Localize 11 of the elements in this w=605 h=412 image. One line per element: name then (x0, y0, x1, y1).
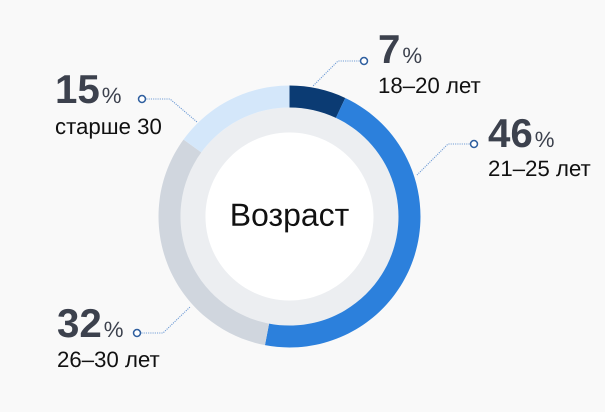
data-label: 46% (488, 118, 554, 148)
donut-slice (184, 86, 290, 152)
text: Возраст (232, 204, 349, 232)
slice-label: 21–25 лет (489, 160, 590, 176)
slice-label: старше 30 (56, 118, 161, 139)
data-label: 7% (380, 35, 422, 64)
slice-label: 18–20 лет (380, 77, 480, 94)
data-label: 15% (58, 75, 121, 104)
donut-slice (290, 86, 346, 118)
data-label: 32% (58, 308, 123, 338)
slice-label: 26–30 лет (58, 351, 160, 368)
